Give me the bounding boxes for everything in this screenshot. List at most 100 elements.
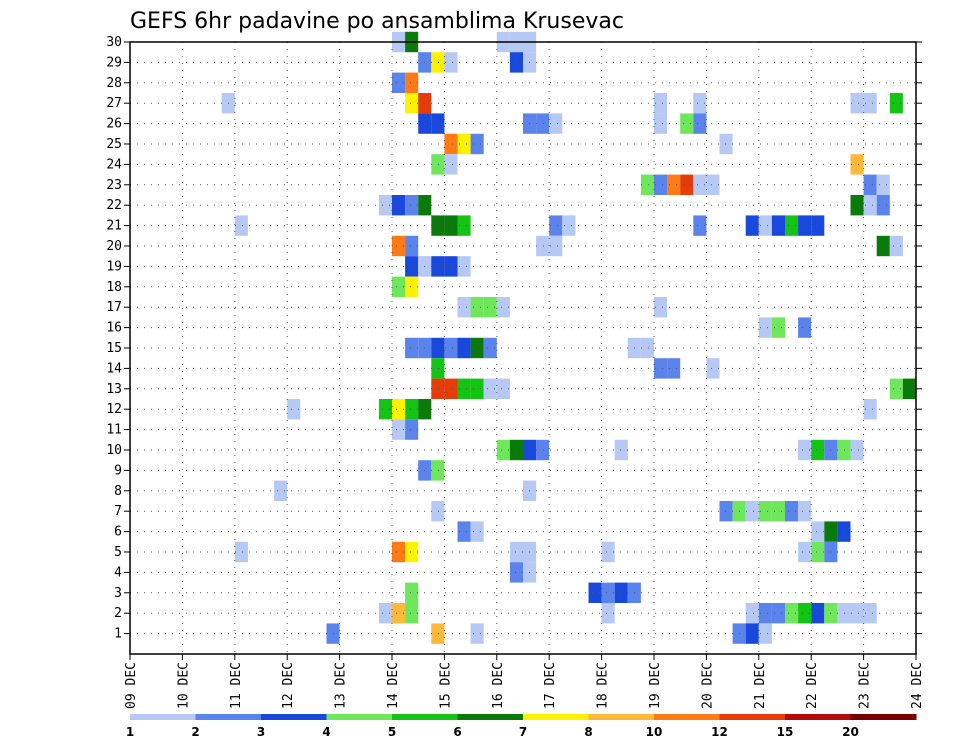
heatmap-cell xyxy=(444,378,458,399)
heatmap-cell xyxy=(392,235,406,257)
heatmap-cell xyxy=(811,521,825,542)
heatmap-cells xyxy=(221,31,916,644)
colorbar-label: 7 xyxy=(519,725,527,739)
x-tick-label: 23 DEC xyxy=(858,662,873,709)
heatmap-cell xyxy=(405,93,419,114)
heatmap-cell xyxy=(889,235,903,257)
heatmap-cell xyxy=(693,215,707,236)
colorbar-swatch xyxy=(195,714,262,720)
heatmap-cell xyxy=(758,317,772,338)
x-tick-label: 09 DEC xyxy=(124,662,139,709)
heatmap-cell xyxy=(378,603,392,624)
y-tick-label: 4 xyxy=(114,565,122,580)
x-tick-label: 22 DEC xyxy=(805,662,820,709)
heatmap-cell xyxy=(771,603,785,624)
heatmap-cell xyxy=(392,195,406,216)
x-axis-ticks: 09 DEC 10 DEC 11 DEC 12 DEC 13 DEC 14 DEC 15 D… xyxy=(124,654,925,709)
heatmap-cell xyxy=(902,378,916,399)
heatmap-cell xyxy=(837,603,851,624)
heatmap-cell xyxy=(431,215,445,236)
colorbar-swatch xyxy=(130,714,196,720)
heatmap-cell xyxy=(549,235,563,257)
heatmap-cell xyxy=(483,378,497,399)
colorbar-swatch xyxy=(523,714,589,720)
y-tick-label: 16 xyxy=(106,321,122,336)
heatmap-cell xyxy=(562,215,576,236)
heatmap-cell xyxy=(667,358,681,379)
colorbar-swatch xyxy=(785,714,851,720)
heatmap-cell xyxy=(588,582,602,603)
x-tick-label: 12 DEC xyxy=(281,662,296,709)
heatmap-cell xyxy=(431,460,445,481)
y-tick-label: 23 xyxy=(106,178,122,193)
heatmap-cell xyxy=(509,562,523,583)
x-tick-label: 10 DEC xyxy=(176,662,191,709)
heatmap-cell xyxy=(405,603,419,624)
heatmap-cell xyxy=(680,113,694,134)
heatmap-cell xyxy=(444,215,458,236)
heatmap-cell xyxy=(837,521,851,542)
heatmap-cell xyxy=(771,215,785,236)
heatmap-cell xyxy=(771,501,785,522)
heatmap-cell xyxy=(850,195,864,216)
heatmap-cell xyxy=(706,174,720,195)
heatmap-cell xyxy=(601,603,615,624)
heatmap-cell xyxy=(405,541,419,563)
colorbar-swatch xyxy=(392,714,458,720)
heatmap-cell xyxy=(431,623,445,644)
y-tick-label: 20 xyxy=(106,239,122,254)
heatmap-cell xyxy=(758,501,772,522)
x-tick-label: 13 DEC xyxy=(334,662,349,709)
heatmap-cell xyxy=(496,297,510,318)
heatmap-cell xyxy=(680,174,694,195)
heatmap-cell xyxy=(536,439,550,461)
heatmap-cell xyxy=(392,399,406,420)
heatmap-cell xyxy=(693,113,707,134)
heatmap-cell xyxy=(457,256,471,277)
heatmap-cell xyxy=(457,378,471,399)
colorbar-label: 5 xyxy=(388,725,396,739)
heatmap-cell xyxy=(234,215,248,236)
heatmap-cell xyxy=(549,113,563,134)
heatmap-cell xyxy=(758,623,772,644)
grid-lines xyxy=(129,41,917,654)
y-tick-label: 1 xyxy=(114,627,122,642)
heatmap-cell xyxy=(431,52,445,73)
heatmap-cell xyxy=(444,133,458,155)
heatmap-cell xyxy=(798,541,812,563)
colorbar-swatch xyxy=(588,714,655,720)
heatmap-cell xyxy=(444,52,458,73)
x-tick-label: 17 DEC xyxy=(543,662,558,709)
heatmap-cell xyxy=(444,337,458,359)
heatmap-cell xyxy=(863,195,877,216)
heatmap-cell xyxy=(876,235,890,257)
heatmap-cell xyxy=(785,215,799,236)
heatmap-cell xyxy=(798,603,812,624)
y-tick-label: 24 xyxy=(106,157,122,172)
heatmap-cell xyxy=(719,501,733,522)
heatmap-cell xyxy=(405,582,419,603)
heatmap-cell xyxy=(431,154,445,175)
heatmap-cell xyxy=(392,419,406,440)
heatmap-cell xyxy=(549,215,563,236)
heatmap-cell xyxy=(706,358,720,379)
y-tick-label: 28 xyxy=(106,76,122,91)
heatmap-cell xyxy=(614,439,628,461)
y-tick-label: 21 xyxy=(106,219,122,234)
x-tick-label: 16 DEC xyxy=(491,662,506,709)
colorbar-label: 4 xyxy=(322,725,330,739)
colorbar-swatch xyxy=(457,714,524,720)
x-tick-label: 15 DEC xyxy=(438,662,453,709)
heatmap-cell xyxy=(850,154,864,175)
heatmap-cell xyxy=(431,256,445,277)
y-axis-ticks: 1234567891011121314151617181920212223242… xyxy=(106,35,922,642)
heatmap-cell xyxy=(719,133,733,155)
chart-title: GEFS 6hr padavine po ansamblima Krusevac xyxy=(130,9,624,34)
heatmap-cell xyxy=(444,256,458,277)
y-tick-label: 18 xyxy=(106,280,122,295)
y-tick-label: 8 xyxy=(114,484,122,499)
heatmap-cell xyxy=(811,541,825,563)
heatmap-cell xyxy=(470,133,484,155)
colorbar-label: 2 xyxy=(191,725,199,739)
heatmap-cell xyxy=(640,174,654,195)
